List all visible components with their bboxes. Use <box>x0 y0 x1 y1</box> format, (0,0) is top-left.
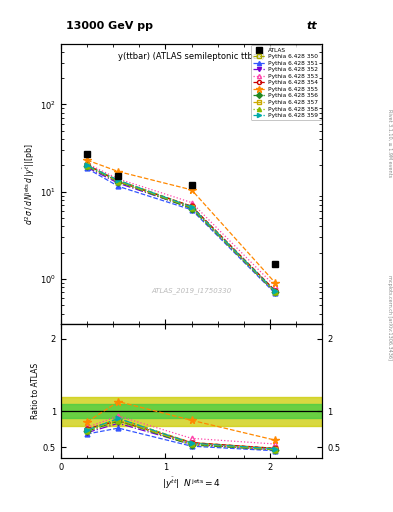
Pythia 6.428 353 <box>189 200 194 206</box>
Pythia 6.428 358 <box>116 179 121 185</box>
Pythia 6.428 350 <box>189 203 194 209</box>
Text: ATLAS_2019_I1750330: ATLAS_2019_I1750330 <box>151 287 232 294</box>
Pythia 6.428 356 <box>85 163 90 169</box>
Pythia 6.428 359 <box>273 288 277 294</box>
Line: Pythia 6.428 351: Pythia 6.428 351 <box>84 166 277 296</box>
Pythia 6.428 357 <box>116 178 121 184</box>
Text: tt: tt <box>306 21 317 31</box>
Pythia 6.428 356 <box>189 205 194 211</box>
Pythia 6.428 352 <box>273 289 277 295</box>
ATLAS <box>85 151 90 157</box>
Line: Pythia 6.428 355: Pythia 6.428 355 <box>83 156 279 287</box>
Pythia 6.428 352 <box>116 180 121 186</box>
Pythia 6.428 355 <box>85 157 90 163</box>
Pythia 6.428 351 <box>116 183 121 189</box>
Line: Pythia 6.428 357: Pythia 6.428 357 <box>84 163 277 294</box>
Text: 13000 GeV pp: 13000 GeV pp <box>66 21 153 31</box>
Pythia 6.428 354 <box>189 203 194 209</box>
Pythia 6.428 351 <box>273 290 277 296</box>
Line: Pythia 6.428 358: Pythia 6.428 358 <box>84 164 277 295</box>
Pythia 6.428 354 <box>85 161 90 167</box>
Pythia 6.428 358 <box>189 205 194 211</box>
Line: Pythia 6.428 350: Pythia 6.428 350 <box>84 163 277 293</box>
Y-axis label: Ratio to ATLAS: Ratio to ATLAS <box>31 364 40 419</box>
ATLAS <box>189 182 194 188</box>
Pythia 6.428 353 <box>85 160 90 166</box>
Bar <box>61 397 322 425</box>
Pythia 6.428 350 <box>116 177 121 183</box>
Pythia 6.428 352 <box>189 205 194 211</box>
Pythia 6.428 359 <box>189 204 194 210</box>
Pythia 6.428 353 <box>116 176 121 182</box>
Pythia 6.428 354 <box>116 179 121 185</box>
Legend: ATLAS, Pythia 6.428 350, Pythia 6.428 351, Pythia 6.428 352, Pythia 6.428 353, P: ATLAS, Pythia 6.428 350, Pythia 6.428 35… <box>251 45 321 120</box>
Line: Pythia 6.428 354: Pythia 6.428 354 <box>84 162 277 293</box>
Pythia 6.428 356 <box>273 289 277 295</box>
Pythia 6.428 358 <box>85 163 90 169</box>
ATLAS <box>116 173 121 179</box>
Bar <box>61 404 322 418</box>
Line: Pythia 6.428 359: Pythia 6.428 359 <box>84 163 277 294</box>
Pythia 6.428 355 <box>116 168 121 175</box>
Pythia 6.428 354 <box>273 288 277 294</box>
Line: Pythia 6.428 353: Pythia 6.428 353 <box>84 161 277 289</box>
Pythia 6.428 355 <box>189 187 194 193</box>
Y-axis label: $d^2\sigma\,/\,d\,N^{\rm jets}\,d\,|y^{\bar{t}}||\,[\rm pb]$: $d^2\sigma\,/\,d\,N^{\rm jets}\,d\,|y^{\… <box>22 143 37 225</box>
Text: Rivet 3.1.10, ≥ 1.9M events: Rivet 3.1.10, ≥ 1.9M events <box>387 109 392 178</box>
Pythia 6.428 357 <box>273 289 277 295</box>
Pythia 6.428 353 <box>273 283 277 289</box>
Pythia 6.428 357 <box>85 162 90 168</box>
Pythia 6.428 350 <box>273 288 277 294</box>
Pythia 6.428 356 <box>116 179 121 185</box>
Text: y(ttbar) (ATLAS semileptonic ttbar): y(ttbar) (ATLAS semileptonic ttbar) <box>118 52 265 61</box>
Line: Pythia 6.428 356: Pythia 6.428 356 <box>84 164 277 295</box>
ATLAS <box>273 261 277 267</box>
Pythia 6.428 352 <box>85 164 90 170</box>
Pythia 6.428 358 <box>273 289 277 295</box>
Pythia 6.428 359 <box>85 162 90 168</box>
Line: ATLAS: ATLAS <box>84 151 278 267</box>
Line: Pythia 6.428 352: Pythia 6.428 352 <box>84 165 277 295</box>
Text: mcplots.cern.ch [arXiv:1306.3436]: mcplots.cern.ch [arXiv:1306.3436] <box>387 275 392 360</box>
Pythia 6.428 351 <box>189 207 194 213</box>
Pythia 6.428 351 <box>85 165 90 172</box>
Pythia 6.428 350 <box>85 162 90 168</box>
Pythia 6.428 357 <box>189 204 194 210</box>
Pythia 6.428 359 <box>116 177 121 183</box>
X-axis label: $|y^{\bar{t}t}|\;\;N^{\rm jets}=4$: $|y^{\bar{t}t}|\;\;N^{\rm jets}=4$ <box>162 475 221 490</box>
Pythia 6.428 355 <box>273 280 277 286</box>
